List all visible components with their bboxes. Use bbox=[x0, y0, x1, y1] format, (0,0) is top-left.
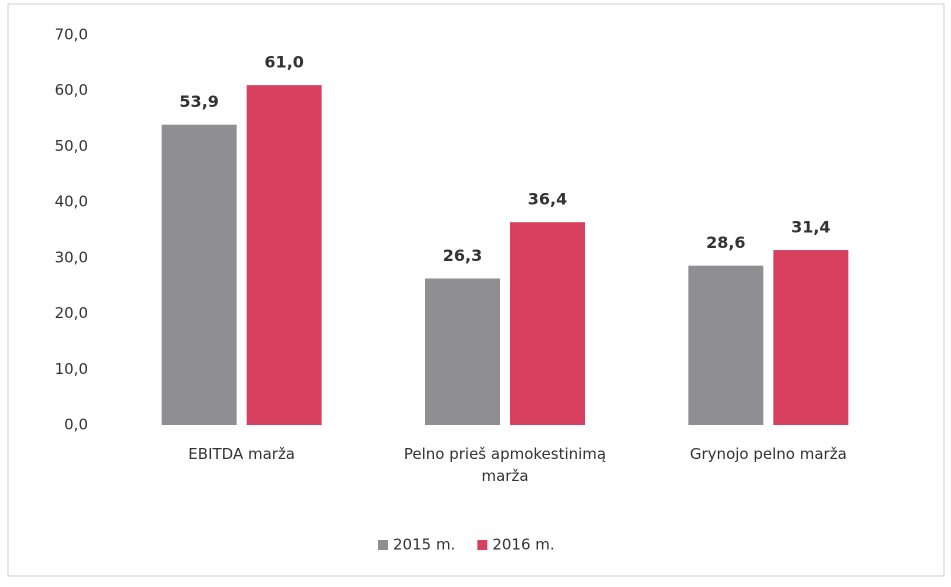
bar bbox=[425, 278, 500, 425]
bar bbox=[161, 124, 237, 425]
chart-border bbox=[7, 3, 945, 577]
bar bbox=[688, 265, 764, 425]
y-tick-label: 40,0 bbox=[55, 193, 88, 211]
bar bbox=[246, 85, 322, 426]
x-tick-label-box: Pelno prieš apmokestinimą marža bbox=[403, 445, 607, 485]
legend-swatch bbox=[378, 540, 388, 550]
x-tick-label: EBITDA marža bbox=[188, 445, 296, 463]
y-tick-label: 0,0 bbox=[64, 416, 88, 434]
legend-label: 2016 m. bbox=[492, 536, 554, 554]
y-tick-label: 60,0 bbox=[55, 81, 88, 99]
x-tick-label-box: Grynojo pelno marža bbox=[689, 445, 847, 463]
value-label: 53,9 bbox=[179, 92, 218, 111]
value-label: 28,6 bbox=[706, 233, 745, 252]
x-tick-label-box: EBITDA marža bbox=[188, 445, 296, 463]
x-tick-label: Pelno prieš apmokestinimą marža bbox=[403, 445, 607, 485]
value-label: 31,4 bbox=[791, 218, 830, 237]
value-label: 36,4 bbox=[528, 190, 567, 209]
y-tick-label: 10,0 bbox=[55, 360, 88, 378]
bar bbox=[510, 222, 585, 425]
bar bbox=[773, 250, 849, 425]
legend-label: 2015 m. bbox=[393, 536, 455, 554]
x-tick-label: Grynojo pelno marža bbox=[689, 445, 847, 463]
y-tick-label: 50,0 bbox=[55, 137, 88, 155]
y-tick-label: 20,0 bbox=[55, 304, 88, 322]
value-label: 61,0 bbox=[264, 53, 303, 72]
value-label: 26,3 bbox=[443, 246, 482, 265]
y-tick-label: 70,0 bbox=[55, 26, 88, 44]
legend-swatch bbox=[477, 540, 488, 550]
y-tick-label: 30,0 bbox=[55, 248, 88, 266]
legend: 2015 m. 2016 m. bbox=[378, 536, 555, 554]
